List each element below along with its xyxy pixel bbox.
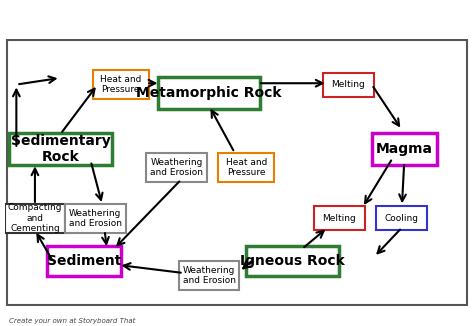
Text: Sediment: Sediment (46, 254, 121, 268)
Text: Cooling: Cooling (385, 214, 419, 223)
Text: Weathering
and Erosion: Weathering and Erosion (182, 266, 236, 285)
FancyBboxPatch shape (314, 206, 365, 230)
Text: Heat and
Pressure: Heat and Pressure (100, 75, 142, 94)
FancyBboxPatch shape (246, 246, 339, 276)
Text: Melting: Melting (332, 80, 365, 89)
FancyBboxPatch shape (9, 133, 111, 165)
Text: Melting: Melting (322, 214, 356, 223)
Text: Heat and
Pressure: Heat and Pressure (226, 158, 267, 177)
Text: Magma: Magma (376, 142, 433, 156)
FancyBboxPatch shape (93, 70, 149, 99)
Text: Compacting
and Cementing: Compacting and Cementing (8, 203, 62, 233)
FancyBboxPatch shape (219, 153, 274, 182)
Text: Metamorphic Rock: Metamorphic Rock (137, 86, 282, 99)
Text: Weathering
and Erosion: Weathering and Erosion (150, 158, 203, 177)
FancyBboxPatch shape (376, 206, 428, 230)
FancyBboxPatch shape (5, 203, 65, 233)
FancyBboxPatch shape (46, 246, 121, 276)
FancyBboxPatch shape (179, 261, 239, 290)
FancyBboxPatch shape (146, 153, 207, 182)
Text: Create your own at Storyboard That: Create your own at Storyboard That (9, 318, 136, 324)
Text: THE ROCK CYCLE: THE ROCK CYCLE (152, 10, 322, 29)
Text: Weathering
and Erosion: Weathering and Erosion (69, 209, 122, 228)
FancyBboxPatch shape (372, 133, 437, 165)
Text: Sedimentary Rock: Sedimentary Rock (10, 134, 110, 164)
FancyBboxPatch shape (158, 77, 260, 109)
FancyBboxPatch shape (65, 203, 126, 233)
Text: Igneous Rock: Igneous Rock (240, 254, 345, 268)
FancyBboxPatch shape (323, 73, 374, 96)
